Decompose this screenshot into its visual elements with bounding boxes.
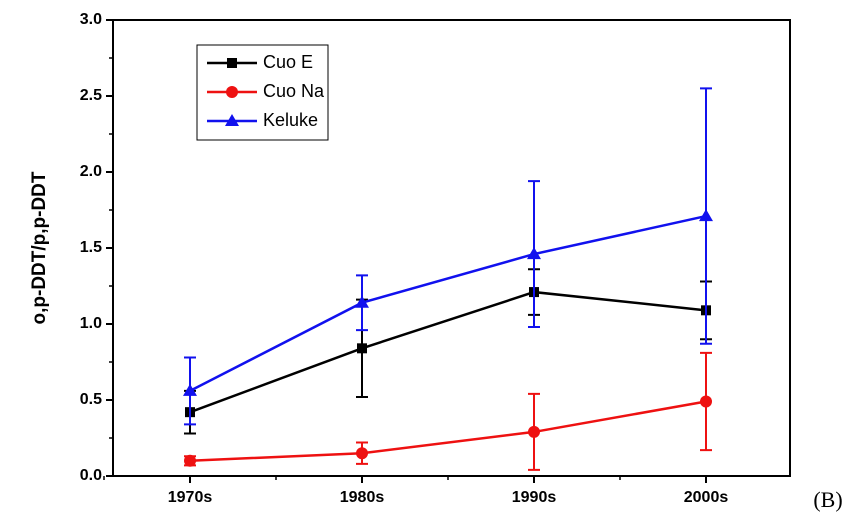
y-axis-label: o,p-DDT/p,p-DDT [29,171,50,324]
series-line [189,290,707,414]
series-line [189,400,707,463]
data-point [183,383,197,396]
y-tick-label: 1.5 [80,239,102,256]
y-tick-label: 2.0 [80,163,102,180]
y-tick-label: 1.0 [80,315,102,332]
data-point [357,343,367,354]
panel-label: (B) [813,487,842,512]
x-tick-label: 1980s [340,489,385,506]
data-point [356,447,368,460]
x-tick-label: 1990s [512,489,557,506]
x-tick-label: 1970s [168,489,213,506]
legend-marker [225,114,239,126]
data-point [700,395,712,408]
y-tick-label: 0.0 [80,467,102,484]
data-point [528,425,540,438]
legend-label: Keluke [263,110,318,130]
y-tick-label: 3.0 [80,11,102,28]
legend-marker [227,58,237,68]
legend-label: Cuo Na [263,81,325,101]
y-tick-label: 0.5 [80,391,102,408]
data-point [527,247,541,260]
legend-marker [226,86,238,98]
data-point [355,295,369,308]
data-point [184,454,196,467]
legend-label: Cuo E [263,52,313,72]
data-point [699,209,713,222]
y-tick-label: 2.5 [80,87,102,104]
series-line [189,214,707,392]
x-tick-label: 2000s [684,489,729,506]
